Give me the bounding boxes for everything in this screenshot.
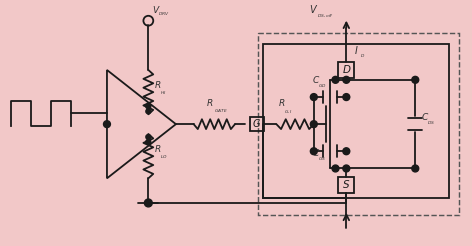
Text: $_{GD}$: $_{GD}$ [318, 83, 327, 90]
Text: $I$: $I$ [354, 44, 359, 56]
Circle shape [146, 135, 151, 139]
Circle shape [343, 148, 350, 155]
Bar [338, 62, 354, 78]
Text: D: D [342, 65, 350, 75]
Circle shape [311, 94, 317, 101]
Text: $_{LO}$: $_{LO}$ [160, 154, 168, 161]
Circle shape [332, 165, 339, 172]
Text: $V$: $V$ [309, 3, 318, 15]
Circle shape [412, 76, 419, 83]
Bar [258, 32, 459, 215]
Text: $_{G,I}$: $_{G,I}$ [284, 109, 293, 115]
Text: $R$: $R$ [278, 97, 286, 108]
Text: $R$: $R$ [154, 143, 161, 154]
Text: $_{GATE}$: $_{GATE}$ [214, 108, 228, 115]
Circle shape [412, 165, 419, 172]
Circle shape [311, 121, 317, 128]
Circle shape [146, 104, 151, 109]
Circle shape [332, 76, 339, 83]
Text: $C$: $C$ [421, 111, 430, 122]
Circle shape [343, 94, 350, 101]
Circle shape [146, 139, 151, 144]
Circle shape [103, 121, 110, 128]
Text: $_{D}$: $_{D}$ [360, 53, 365, 60]
Circle shape [343, 76, 350, 83]
Text: $R$: $R$ [206, 97, 214, 108]
Circle shape [343, 165, 350, 172]
Bar [338, 177, 354, 193]
Text: $_{DS}$: $_{DS}$ [427, 120, 435, 127]
Text: $C$: $C$ [312, 147, 320, 158]
Text: $V$: $V$ [152, 4, 161, 15]
Text: G: G [253, 119, 261, 129]
Text: $_{DRV}$: $_{DRV}$ [158, 11, 170, 18]
Text: $_{HI}$: $_{HI}$ [160, 90, 167, 97]
Text: $_{DS,off}$: $_{DS,off}$ [317, 12, 334, 19]
Circle shape [144, 199, 152, 207]
Circle shape [311, 148, 317, 155]
Text: $C$: $C$ [312, 74, 320, 85]
Circle shape [146, 109, 151, 114]
Text: S: S [343, 180, 350, 190]
Text: $R$: $R$ [154, 79, 161, 90]
Bar [262, 44, 449, 198]
Text: $_{GS}$: $_{GS}$ [318, 156, 326, 163]
Bar [250, 117, 263, 131]
